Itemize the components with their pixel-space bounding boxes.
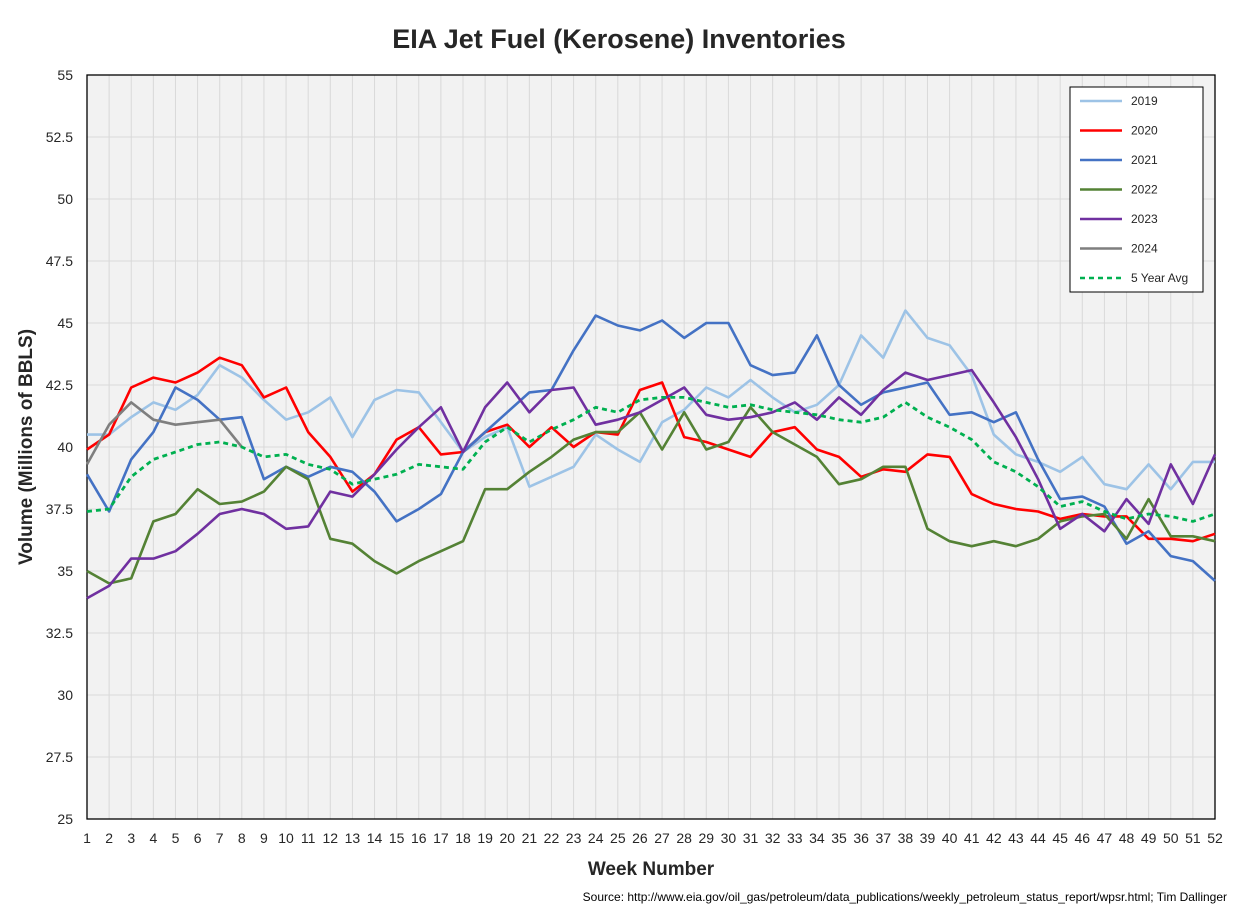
x-tick-label: 11 [301,830,316,846]
x-tick-label: 17 [433,830,449,846]
x-tick-label: 14 [367,830,383,846]
x-tick-label: 46 [1075,830,1091,846]
x-tick-label: 18 [455,830,471,846]
x-tick-label: 37 [875,830,891,846]
x-tick-label: 13 [345,830,361,846]
series-line-2021 [85,314,1216,582]
x-tick-label: 15 [389,830,405,846]
x-tick-label: 7 [216,830,224,846]
x-tick-label: 9 [260,830,268,846]
x-tick-label: 44 [1030,830,1046,846]
x-tick-label: 20 [499,830,515,846]
legend-entry: 2021 [1131,153,1158,167]
y-tick-label: 27.5 [46,749,73,765]
x-tick-label: 43 [1008,830,1024,846]
x-tick-label: 52 [1207,830,1223,846]
x-tick-label: 4 [149,830,157,846]
x-tick-label: 28 [676,830,692,846]
x-tick-label: 16 [411,830,427,846]
x-tick-label: 12 [323,830,339,846]
series-line-5-year-avg [86,396,1216,523]
y-tick-label: 47.5 [46,253,73,269]
x-tick-label: 33 [787,830,803,846]
x-tick-label: 39 [920,830,936,846]
x-tick-label: 21 [522,830,538,846]
x-tick-label: 6 [194,830,202,846]
x-tick-label: 40 [942,830,958,846]
y-tick-label: 50 [57,191,73,207]
x-tick-label: 41 [964,830,980,846]
x-tick-label: 31 [743,830,759,846]
legend-entry: 2022 [1131,183,1158,197]
grid [86,74,1216,820]
y-tick-label: 35 [57,563,73,579]
x-tick-label: 51 [1185,830,1201,846]
legend: 2019 2020 2021 2022 2023 2024 5 Year Avg [1069,86,1204,293]
source-note: Source: http://www.eia.gov/oil_gas/petro… [583,890,1227,904]
legend-entry: 2024 [1131,242,1158,256]
y-tick-label: 30 [57,687,73,703]
x-tick-label: 26 [632,830,648,846]
y-axis-label: Volume (Millions of BBLS) [16,329,37,565]
legend-entry: 2020 [1131,124,1158,138]
y-tick-label: 45 [57,315,73,331]
x-tick-label: 50 [1163,830,1179,846]
series-line-2024 [85,401,243,466]
y-tick-label: 42.5 [46,377,73,393]
x-tick-label: 1 [83,830,91,846]
chart-title: EIA Jet Fuel (Kerosene) Inventories [392,24,846,54]
legend-entry: 2019 [1131,94,1158,108]
x-tick-label: 3 [127,830,135,846]
x-tick-label: 34 [809,830,825,846]
y-tick-label: 40 [57,439,73,455]
x-tick-label: 35 [831,830,847,846]
x-tick-label: 45 [1052,830,1068,846]
y-tick-label: 55 [57,67,73,83]
x-tick-label: 30 [721,830,737,846]
x-tick-label: 48 [1119,830,1135,846]
series-line-2023 [86,368,1217,600]
series-line-2022 [86,406,1216,585]
series-lines [85,309,1217,600]
x-tick-label: 25 [610,830,626,846]
x-tick-label: 47 [1097,830,1113,846]
x-tick-labels: 1 2 3 4 5 6 7 8 9 10 11 12 13 14 15 16 17 18 19 20 21 22 23 24 2… [83,830,1223,846]
series-line-2020 [86,356,1216,543]
x-tick-label: 49 [1141,830,1157,846]
y-tick-label: 32.5 [46,625,73,641]
x-tick-label: 36 [853,830,869,846]
x-tick-label: 27 [654,830,670,846]
x-tick-label: 22 [544,830,560,846]
x-tick-label: 24 [588,830,604,846]
y-tick-label: 25 [57,811,73,827]
x-tick-label: 8 [238,830,246,846]
x-tick-label: 32 [765,830,781,846]
x-tick-label: 42 [986,830,1002,846]
legend-entry: 5 Year Avg [1131,271,1188,285]
plot-border [86,74,1216,820]
x-tick-label: 29 [699,830,715,846]
y-tick-label: 37.5 [46,501,73,517]
x-tick-label: 2 [105,830,113,846]
legend-entry: 2023 [1131,212,1158,226]
x-tick-label: 38 [898,830,914,846]
y-tick-label: 52.5 [46,129,73,145]
x-tick-label: 19 [477,830,493,846]
x-axis-label: Week Number [588,859,715,880]
x-tick-label: 5 [172,830,180,846]
y-tick-labels: 25 27.5 30 32.5 35 37.5 40 42.5 45 47.5 50 52.5 55 [46,67,73,827]
x-tick-label: 10 [278,830,294,846]
x-tick-label: 23 [566,830,582,846]
